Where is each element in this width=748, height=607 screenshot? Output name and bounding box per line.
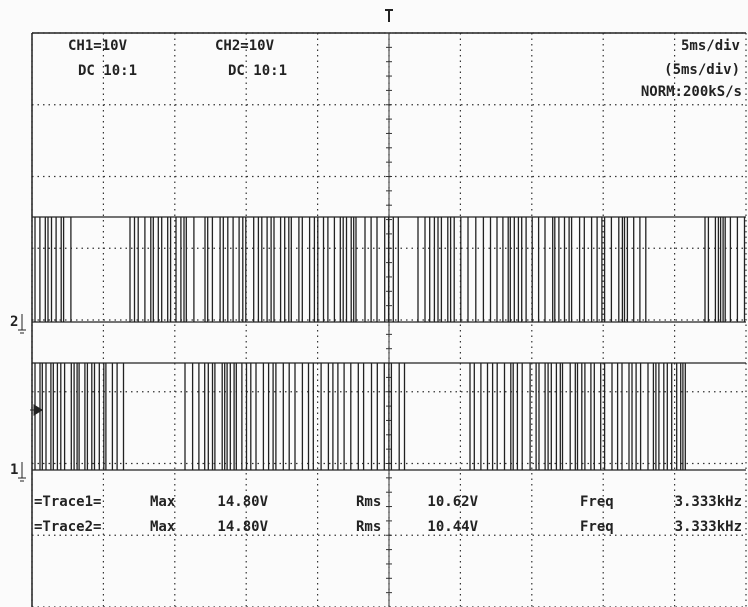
measurement-trace: =Trace2= — [34, 519, 101, 535]
measurement-freq-label: Freq — [580, 519, 614, 535]
ch2-marker: 2 — [10, 314, 18, 330]
measurement-max-label: Max — [150, 494, 176, 510]
ch1-coupling: DC 10:1 — [78, 63, 137, 79]
ch1-marker: 1 — [10, 462, 18, 478]
oscilloscope-screen: CH1=10V DC 10:1 CH2=10V DC 10:1 5ms/div … — [0, 0, 748, 607]
acquisition-mode: NORM:200kS/s — [641, 84, 742, 100]
measurement-max-label: Max — [150, 519, 176, 535]
ch2-coupling: DC 10:1 — [228, 63, 287, 79]
measurement-rms: 10.62V — [427, 494, 478, 510]
ch1-scale: CH1=10V — [68, 38, 128, 54]
measurement-freq: 3.333kHz — [675, 519, 742, 535]
measurement-max: 14.80V — [217, 494, 268, 510]
measurement-freq-label: Freq — [580, 494, 614, 510]
timebase: 5ms/div — [681, 38, 740, 54]
measurement-trace: =Trace1= — [34, 494, 101, 510]
measurement-rms-label: Rms — [356, 494, 381, 510]
measurement-max: 14.80V — [217, 519, 268, 535]
measurement-freq: 3.333kHz — [675, 494, 742, 510]
timebase-secondary: (5ms/div) — [664, 62, 740, 78]
ch2-scale: CH2=10V — [215, 38, 275, 54]
measurement-rms-label: Rms — [356, 519, 381, 535]
measurement-rms: 10.44V — [427, 519, 478, 535]
background — [0, 0, 748, 607]
